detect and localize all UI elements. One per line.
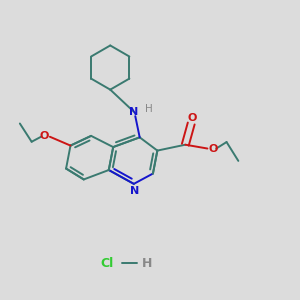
Text: Cl: Cl bbox=[101, 257, 114, 270]
Text: H: H bbox=[145, 104, 152, 114]
Text: O: O bbox=[208, 143, 218, 154]
Text: N: N bbox=[130, 186, 139, 196]
Text: O: O bbox=[40, 131, 49, 141]
Text: O: O bbox=[187, 113, 196, 123]
Text: H: H bbox=[142, 257, 152, 270]
Text: N: N bbox=[129, 107, 138, 117]
